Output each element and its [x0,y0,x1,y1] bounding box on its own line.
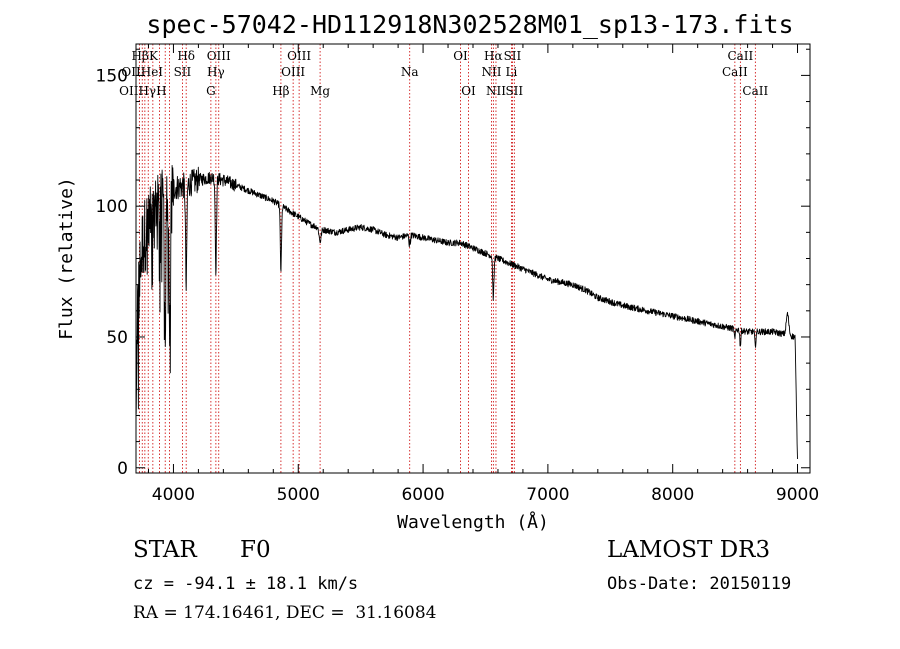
spectral-line-label: Hγ [207,65,225,79]
y-axis-ticks: 0 50 100 150 [96,48,810,479]
spectral-line-label: OIII [207,49,231,63]
spectral-line-label: OIIHγH [119,84,166,98]
plot-frame [135,43,811,474]
spectral-line-label: G [206,84,216,98]
object-subclass: F0 [240,537,271,563]
spectral-line-label: CaII [722,65,748,79]
y-tick-label: 100 [96,197,128,217]
spectral-line-label: NII [486,84,506,98]
x-tick-label: 9000 [776,485,819,505]
x-axis-ticks: 4000 5000 6000 7000 8000 9000 [147,44,819,505]
spectral-line-label: OI [453,49,468,63]
y-tick-label: 50 [106,328,128,348]
x-tick-label: 6000 [401,485,444,505]
spectral-line-label: SII [174,65,192,79]
y-tick-label: 150 [96,66,128,86]
spectral-line-label: SII [505,84,523,98]
spectral-line-markers [138,44,756,473]
x-axis-label: Wavelength (Å) [397,511,549,533]
sky-coordinates: RA = 174.16461, DEC = 31.16084 [133,603,437,623]
x-tick-label: 7000 [526,485,569,505]
spectral-line-label: Na [401,65,419,79]
y-tick-label: 0 [117,459,128,479]
survey-name: LAMOST DR3 [607,537,771,563]
spectral-line-labels: SIIHδGHγOIIIHβOIIIOIIIMgNaOIOINIIHαNIILi… [119,49,768,98]
x-tick-label: 4000 [152,485,195,505]
x-tick-label: 5000 [277,485,320,505]
x-tick-label: 8000 [651,485,694,505]
redshift-value: cz = -94.1 ± 18.1 km/s [133,574,359,594]
spectral-line-label: OIIHeI [121,65,163,79]
spectral-line-label: Hβ [272,84,289,98]
spectral-line-label: SII [504,49,522,63]
spectral-line-label: Mg [310,84,330,98]
chart-title: spec-57042-HD112918N302528M01_sp13-173.f… [146,10,793,39]
spectral-line-label: CaII [727,49,753,63]
object-class: STAR [133,537,197,563]
spectral-line-label: NII [481,65,501,79]
spectral-line-label: Hδ [177,49,195,63]
observation-date: Obs-Date: 20150119 [607,574,792,594]
spectral-line-label: Li [506,65,518,79]
spectral-line-label: CaII [742,84,768,98]
spectral-line-label: OI [461,84,476,98]
y-axis-label: Flux (relative) [56,177,77,340]
spectral-line-label: OIII [287,49,311,63]
spectral-line-label: HβK [132,49,159,63]
spectral-line-label: OIII [281,65,305,79]
spectral-line-label: Hα [484,49,503,63]
spectrum-series-line [135,165,798,460]
